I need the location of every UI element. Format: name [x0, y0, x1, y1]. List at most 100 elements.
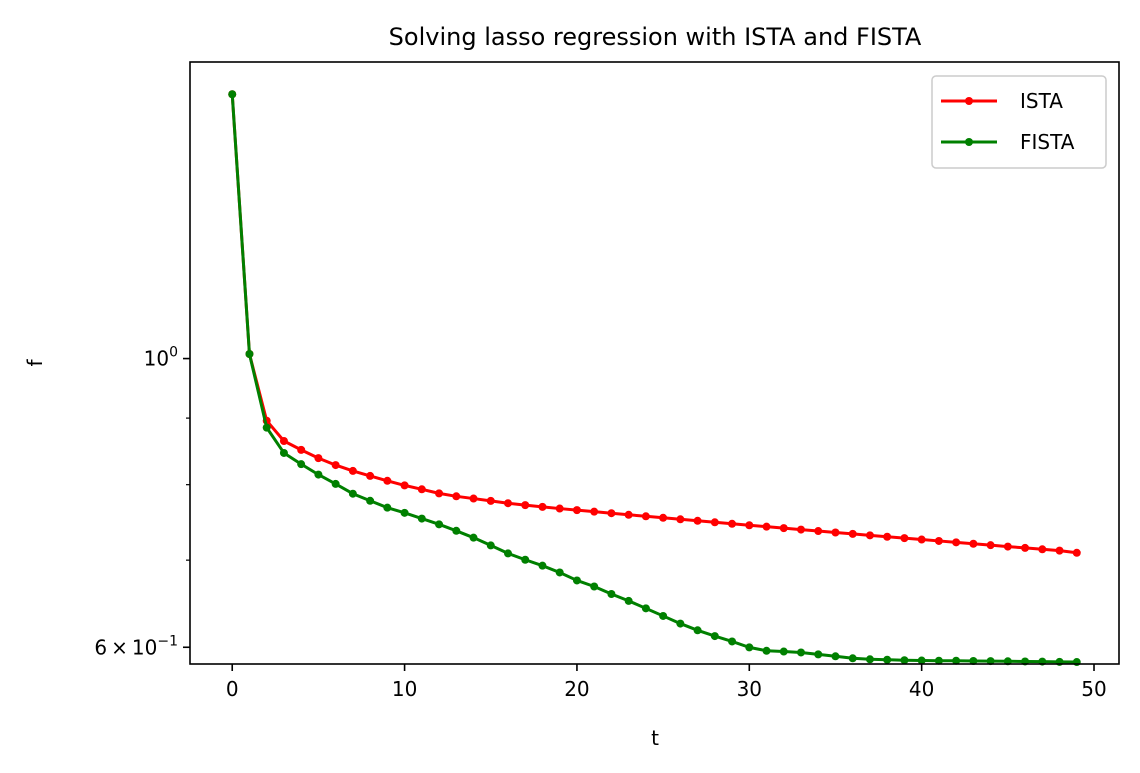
x-axis-label: t: [651, 726, 659, 750]
data-point-ista: [676, 515, 685, 524]
data-point-fista: [331, 479, 340, 488]
data-point-fista: [779, 647, 788, 656]
data-point-fista: [279, 448, 288, 457]
data-point-fista: [383, 503, 392, 512]
data-point-fista: [883, 655, 892, 664]
plot-frame: [189, 61, 1120, 665]
y-tick-label: 6 × 10−1: [94, 633, 178, 659]
x-tick-label: 50: [1081, 677, 1106, 701]
data-point-ista: [710, 518, 719, 527]
data-point-ista: [659, 513, 668, 522]
data-point-ista: [452, 492, 461, 501]
legend: ISTA FISTA: [931, 75, 1107, 169]
data-point-ista: [986, 541, 995, 550]
legend-ista-label: ISTA: [1020, 89, 1063, 113]
data-point-ista: [917, 535, 926, 544]
data-point-ista: [1003, 542, 1012, 551]
data-point-ista: [400, 481, 409, 490]
data-point-fista: [504, 549, 512, 558]
data-point-fista: [417, 514, 426, 523]
data-point-fista: [693, 626, 702, 635]
y-axis-label: f: [23, 359, 47, 367]
data-point-ista: [314, 454, 323, 463]
data-point-fista: [572, 576, 581, 585]
data-point-ista: [590, 507, 599, 516]
data-point-ista: [1038, 545, 1047, 554]
data-point-ista: [1072, 548, 1081, 557]
data-point-fista: [607, 590, 616, 598]
data-point-fista: [762, 646, 771, 655]
legend-fista-marker: [965, 138, 973, 146]
data-point-fista: [986, 657, 995, 666]
data-point-ista: [555, 504, 564, 513]
x-tick-label: 40: [909, 677, 934, 701]
data-point-ista: [900, 534, 909, 543]
legend-box: [931, 75, 1107, 169]
data-point-ista: [331, 461, 340, 470]
data-point-fista: [1072, 658, 1081, 667]
data-point-ista: [1055, 546, 1064, 555]
data-point-ista: [435, 489, 444, 498]
data-point-fista: [245, 350, 254, 358]
data-point-fista: [297, 460, 306, 469]
data-point-fista: [710, 632, 719, 641]
data-point-fista: [590, 582, 599, 591]
data-point-fista: [814, 650, 823, 659]
data-point-fista: [848, 654, 857, 663]
data-point-ista: [279, 436, 288, 445]
data-point-fista: [917, 656, 926, 665]
data-point-fista: [934, 656, 943, 665]
data-point-fista: [452, 526, 461, 535]
data-point-fista: [521, 555, 530, 564]
data-point-fista: [486, 541, 495, 550]
data-point-fista: [831, 652, 840, 661]
data-point-ista: [745, 521, 754, 530]
data-point-ista: [624, 510, 633, 519]
x-tick-label: 30: [737, 677, 762, 701]
data-point-ista: [607, 509, 616, 518]
data-point-ista: [504, 499, 512, 508]
data-point-ista: [486, 496, 495, 505]
data-point-ista: [1021, 543, 1030, 552]
data-point-ista: [762, 522, 771, 531]
data-point-ista: [728, 519, 737, 528]
data-point-ista: [383, 476, 392, 485]
legend-fista-label: FISTA: [1020, 130, 1075, 154]
data-point-ista: [641, 512, 650, 521]
data-point-ista: [883, 532, 892, 541]
data-point-fista: [624, 596, 633, 605]
x-tick-label: 20: [564, 677, 589, 701]
legend-ista-marker: [965, 97, 973, 105]
data-point-ista: [572, 506, 581, 515]
data-point-fista: [728, 637, 737, 646]
data-point-fista: [659, 611, 668, 620]
data-point-ista: [693, 516, 702, 525]
data-point-ista: [952, 538, 961, 547]
data-point-ista: [366, 471, 375, 480]
data-point-ista: [934, 536, 943, 545]
chart-title: Solving lasso regression with ISTA and F…: [389, 23, 922, 51]
data-point-ista: [538, 502, 547, 511]
data-point-fista: [262, 423, 271, 432]
data-point-ista: [848, 529, 857, 538]
data-point-fista: [538, 561, 547, 570]
data-point-ista: [779, 524, 788, 533]
data-point-fista: [641, 604, 650, 613]
data-point-fista: [469, 533, 478, 542]
data-point-fista: [366, 496, 375, 505]
data-point-ista: [831, 528, 840, 537]
data-point-fista: [314, 470, 323, 479]
axes: 0 10 20 30 40 50 100 6 × 10−1: [94, 345, 1106, 701]
data-point-fista: [228, 90, 237, 99]
data-point-fista: [952, 656, 961, 665]
data-point-fista: [969, 657, 978, 665]
data-point-ista: [969, 539, 978, 548]
data-point-fista: [555, 568, 564, 577]
x-tick-label: 0: [226, 677, 239, 701]
data-point-fista: [435, 520, 444, 529]
data-point-ista: [865, 531, 874, 540]
data-point-ista: [469, 494, 478, 503]
data-point-fista: [676, 619, 685, 628]
data-point-ista: [348, 466, 357, 475]
